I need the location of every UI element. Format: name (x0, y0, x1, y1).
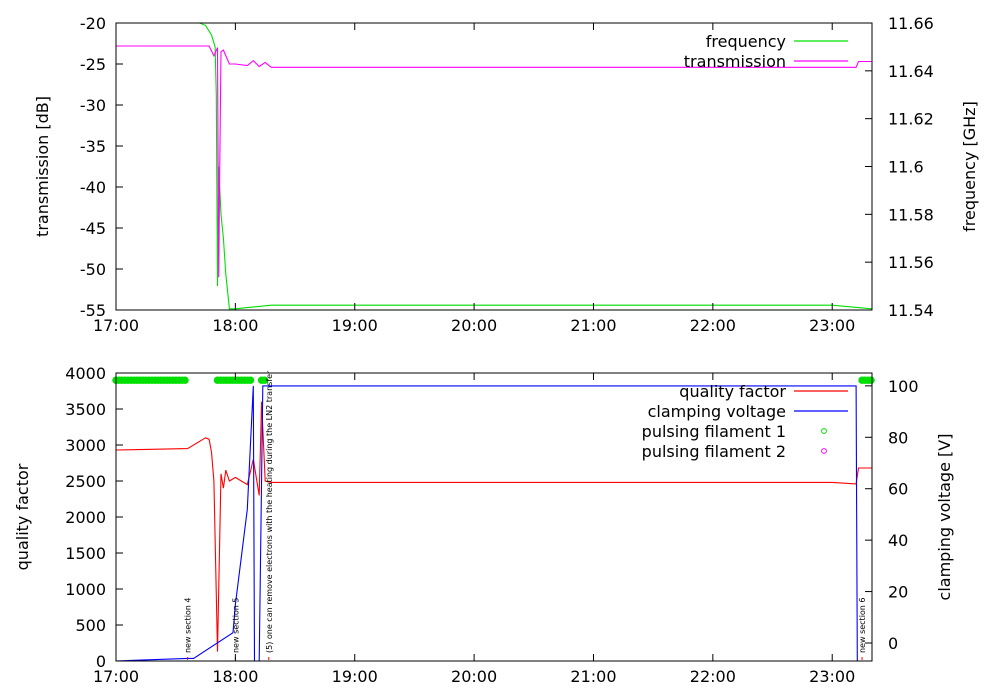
quality-factor-series-line (115, 401, 872, 652)
x-tick-label: 17:00 (93, 667, 139, 686)
legend-label-pulsing-filament-2: pulsing filament 2 (642, 442, 786, 461)
bottom-y2-axis-label: clamping voltage [V] (935, 434, 954, 601)
bottom-chart: new section 4 new section 5 (5) one can re… (13, 364, 954, 686)
x-tick-label: 20:00 (451, 667, 497, 686)
top-y-axis-label: transmission [dB] (33, 96, 52, 237)
x-tick-label: 18:00 (212, 667, 258, 686)
pulsing-filament-1-marker (260, 376, 269, 384)
x-tick-label: 21:00 (570, 316, 616, 335)
frequency-series-line (116, 22, 873, 310)
x-tick-label: 19:00 (332, 316, 378, 335)
annotation-label: new section 5 (231, 597, 240, 653)
pulsing-filament-1-marker (181, 376, 189, 384)
y-tick-label: -55 (80, 301, 106, 320)
y-tick-label: -40 (80, 178, 106, 197)
bottom-y-axis-label: quality factor (13, 463, 32, 570)
y-tick-label: -50 (80, 260, 106, 279)
y-tick-label: -30 (80, 96, 106, 115)
legend-label-quality-factor: quality factor (679, 382, 786, 401)
x-tick-label: 21:00 (570, 667, 616, 686)
y-tick-label: -35 (80, 137, 106, 156)
legend-label-transmission: transmission (684, 52, 786, 71)
x-tick-label: 18:00 (212, 316, 258, 335)
transmission-series-line (116, 45, 872, 278)
x-tick-label: 17:00 (93, 316, 139, 335)
y2-tick-label: 100 (888, 377, 919, 396)
top-chart: 17:00 18:00 19:00 20:00 21:00 22:00 23:00 -20 -2… (33, 14, 979, 335)
y-tick-label: 4000 (65, 364, 106, 383)
top-y2-axis-label: frequency [GHz] (960, 101, 979, 232)
x-tick-label: 19:00 (332, 667, 378, 686)
x-tick-label: 22:00 (690, 667, 736, 686)
y2-tick-label: 11.54 (888, 301, 934, 320)
legend-label-clamping-voltage: clamping voltage (648, 402, 786, 421)
x-tick-label: 20:00 (451, 316, 497, 335)
y-tick-label: 500 (75, 616, 106, 635)
y-tick-label: 0 (96, 652, 106, 671)
legend-swatch-pulsing-filament-2 (821, 448, 827, 454)
y2-tick-label: 40 (888, 531, 908, 550)
y-tick-label: -25 (80, 55, 106, 74)
y-tick-label: 3000 (65, 436, 106, 455)
x-tick-label: 22:00 (690, 316, 736, 335)
y2-tick-label: 11.6 (888, 158, 924, 177)
y-tick-label: 2500 (65, 472, 106, 491)
pulsing-filament-1-marker (246, 376, 255, 384)
legend-label-frequency: frequency (706, 32, 786, 51)
bottom-series-layer (112, 376, 875, 662)
x-tick-label: 23:00 (809, 316, 855, 335)
y2-tick-label: 11.64 (888, 62, 934, 81)
y-tick-label: 3500 (65, 400, 106, 419)
top-series-layer (116, 22, 873, 310)
top-axis-ticks: 17:00 18:00 19:00 20:00 21:00 22:00 23:00 -20 -2… (80, 14, 934, 335)
y2-tick-label: 80 (888, 428, 908, 447)
bottom-axis-ticks: 17:00 18:00 19:00 20:00 21:00 22:00 23:0040003… (65, 364, 918, 686)
legend-label-pulsing-filament-1: pulsing filament 1 (642, 422, 786, 441)
y2-tick-label: 11.58 (888, 205, 934, 224)
legend-swatch-pulsing-filament-1 (821, 428, 827, 434)
y2-tick-label: 11.56 (888, 253, 934, 272)
y2-tick-label: 0 (888, 634, 898, 653)
y-tick-label: 1500 (65, 544, 106, 563)
annotation-label: (5) one can remove electrons with the he… (265, 370, 274, 653)
annotation-label: new section 4 (184, 597, 193, 653)
y2-tick-label: 11.66 (888, 14, 934, 33)
y2-tick-label: 20 (888, 583, 908, 602)
y-tick-label: 1000 (65, 580, 106, 599)
x-tick-label: 23:00 (809, 667, 855, 686)
annotation-label: new section 6 (858, 597, 867, 653)
pulsing-filament-1-marker (867, 376, 875, 384)
y-tick-label: -20 (80, 14, 106, 33)
y2-tick-label: 60 (888, 480, 908, 499)
y-tick-label: 2000 (65, 508, 106, 527)
clamping-voltage-series-line (115, 385, 872, 662)
y-tick-label: -45 (80, 219, 106, 238)
y2-tick-label: 11.62 (888, 110, 934, 129)
